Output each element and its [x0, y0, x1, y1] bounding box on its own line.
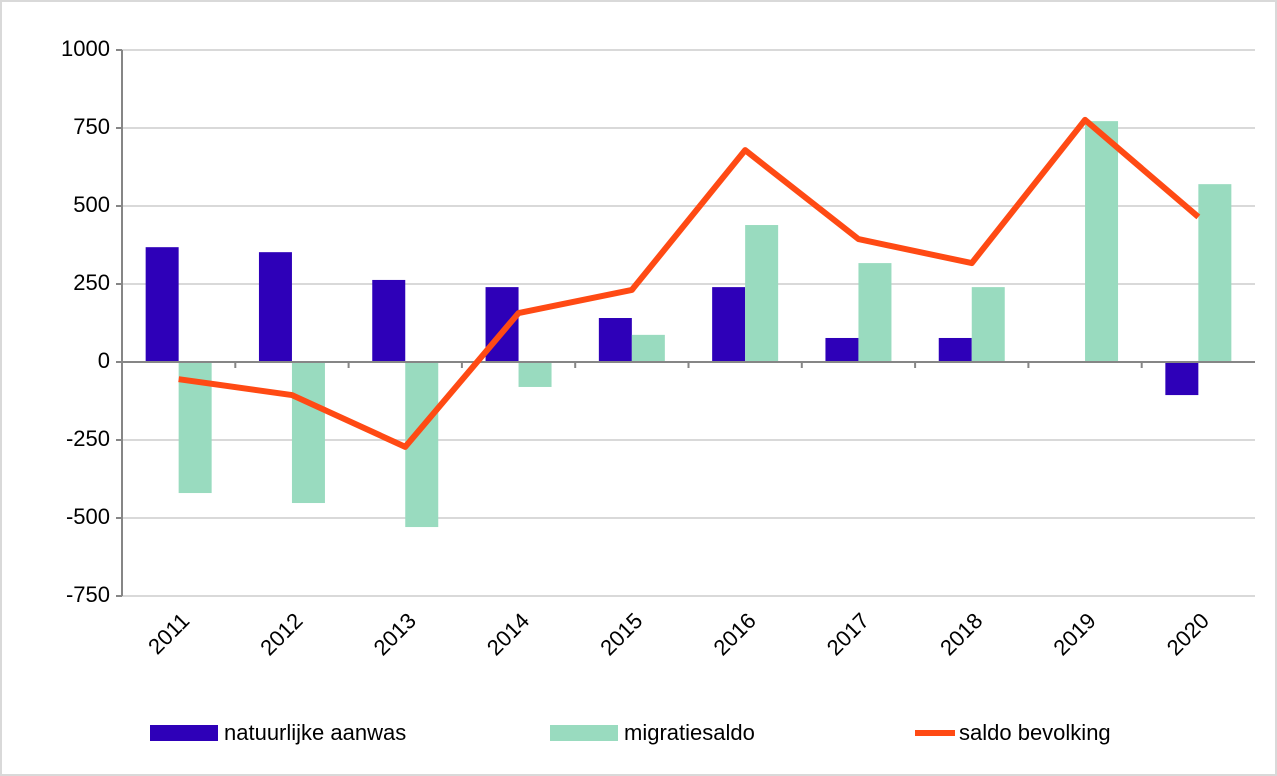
legend-label: migratiesaldo [624, 720, 755, 745]
bar [938, 337, 972, 362]
bar [598, 318, 632, 362]
bar [1085, 121, 1119, 362]
bar [712, 287, 746, 362]
bar [825, 337, 859, 362]
x-tick-label: 2020 [1162, 608, 1214, 660]
bar [631, 334, 665, 362]
x-tick-label: 2017 [822, 608, 874, 660]
x-tick-label: 2016 [709, 608, 761, 660]
y-tick-label: -250 [66, 426, 110, 451]
y-tick-label: 0 [98, 348, 110, 373]
bar [858, 263, 892, 362]
y-tick-label: 500 [73, 192, 110, 217]
x-tick-label: 2013 [369, 608, 421, 660]
bar [145, 247, 179, 362]
bar [518, 362, 552, 387]
legend-swatch [550, 725, 618, 741]
bar [372, 279, 406, 362]
bar [291, 362, 325, 504]
y-tick-label: -500 [66, 504, 110, 529]
bar [258, 252, 292, 362]
x-tick-label: 2018 [935, 608, 987, 660]
x-tick-label: 2012 [255, 608, 307, 660]
y-tick-label: 250 [73, 270, 110, 295]
y-tick-label: 750 [73, 114, 110, 139]
bar [1165, 362, 1199, 396]
legend-label: natuurlijke aanwas [224, 720, 406, 745]
x-tick-label: 2014 [482, 608, 534, 660]
bar [1198, 184, 1232, 362]
x-tick-label: 2015 [595, 608, 647, 660]
bar [971, 287, 1005, 362]
y-tick-label: 1000 [61, 36, 110, 61]
legend-label: saldo bevolking [959, 720, 1111, 745]
x-tick-label: 2011 [143, 608, 194, 659]
line [178, 116, 1201, 450]
y-tick-label: -750 [66, 582, 110, 607]
legend-swatch [150, 725, 218, 741]
bar [745, 225, 779, 362]
x-tick-label: 2019 [1048, 608, 1100, 660]
